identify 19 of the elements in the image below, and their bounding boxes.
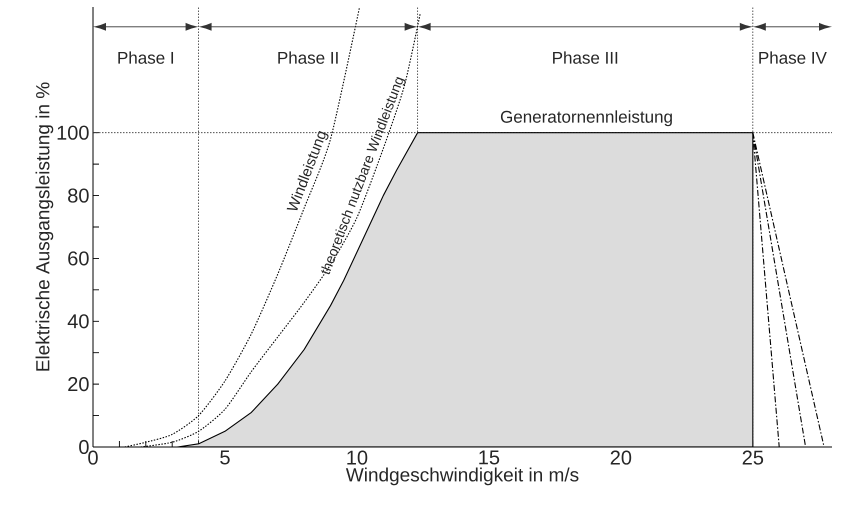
x-axis-title: Windgeschwindigkeit in m/s — [346, 468, 578, 486]
y-tick-label: 20 — [68, 377, 89, 392]
annotation: Phase I — [118, 51, 174, 64]
y-axis-title: Elektrische Ausgangsleistung in % — [36, 82, 54, 371]
x-tick-label: 0 — [88, 450, 98, 465]
y-tick-label: 40 — [68, 314, 89, 328]
x-tick-label: 5 — [220, 450, 230, 464]
y-tick-label: 0 — [79, 440, 89, 454]
x-tick-label: 25 — [742, 450, 764, 465]
x-tick-label: 10 — [347, 450, 368, 465]
y-tick-label: 80 — [68, 188, 89, 203]
annotation: Generatornennleistung — [500, 110, 672, 126]
annotation: Phase III — [553, 51, 618, 64]
x-tick-label: 15 — [479, 450, 500, 464]
annotation: Phase IV — [759, 51, 827, 64]
y-tick-label: 60 — [68, 251, 89, 266]
annotation: Phase II — [278, 51, 338, 64]
y-tick-label: 100 — [58, 126, 89, 140]
x-tick-label: 20 — [610, 450, 632, 465]
